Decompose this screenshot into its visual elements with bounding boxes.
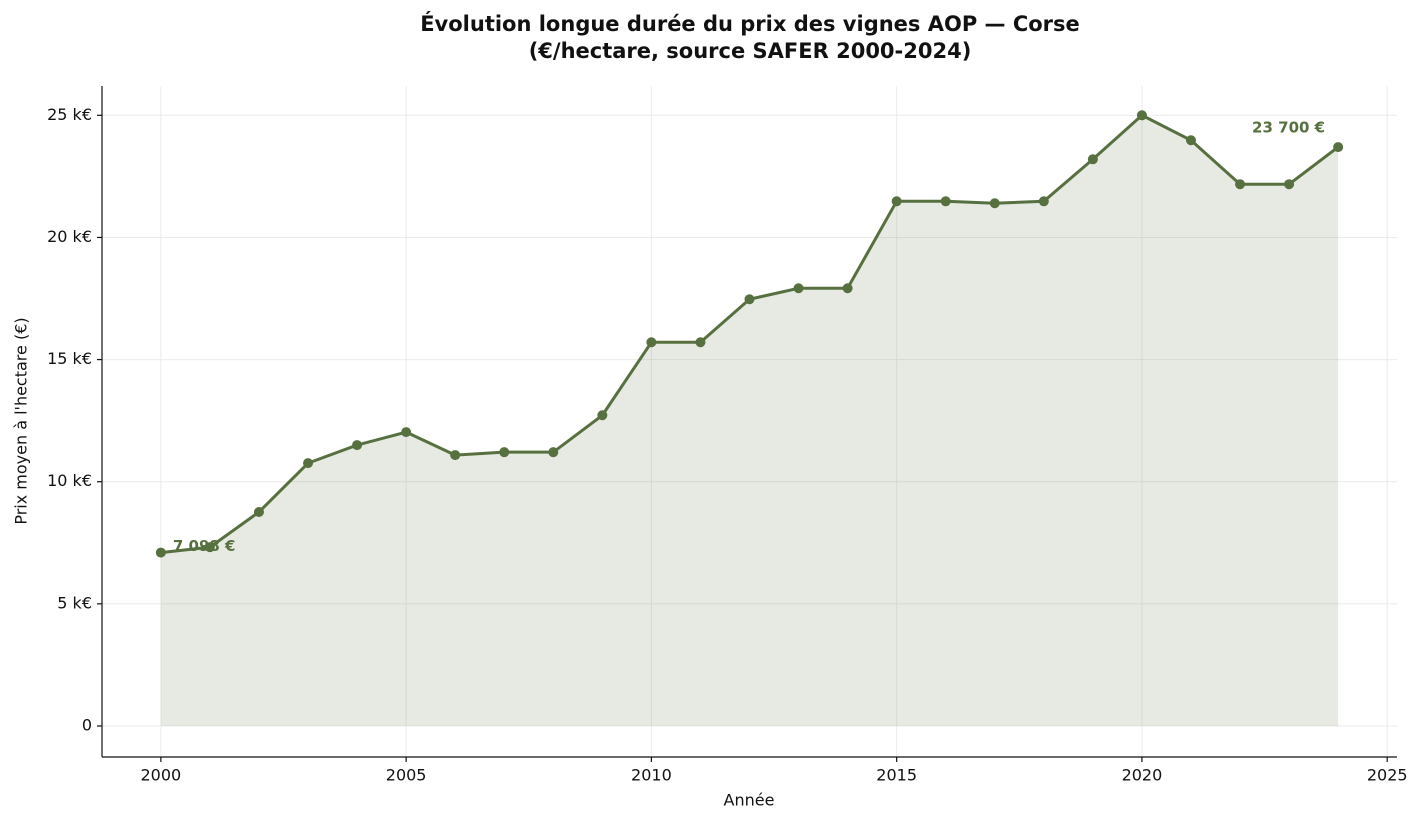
point [646, 337, 657, 348]
y-tick-label: 0 [82, 715, 92, 734]
x-tick-label: 2025 [1367, 766, 1408, 785]
point [303, 458, 314, 469]
y-tick-label: 10 k€ [47, 471, 92, 490]
point [842, 283, 853, 294]
chart-title: (€/hectare, source SAFER 2000-2024) [529, 39, 972, 63]
point [450, 450, 461, 461]
point [155, 547, 166, 558]
chart-title: Évolution longue durée du prix des vigne… [420, 11, 1080, 36]
x-tick-label: 2000 [141, 766, 182, 785]
point [1333, 142, 1344, 153]
y-tick-label: 20 k€ [47, 227, 92, 246]
point [1235, 179, 1246, 190]
x-tick-label: 2010 [631, 766, 672, 785]
x-axis-label: Année [724, 791, 775, 810]
point [1087, 154, 1098, 165]
point [253, 507, 264, 518]
point [352, 440, 363, 451]
point [401, 427, 412, 438]
y-axis-label: Prix moyen à l'hectare (€) [12, 317, 31, 524]
point [597, 410, 608, 421]
point [1284, 179, 1295, 190]
x-tick-label: 2020 [1122, 766, 1163, 785]
point [204, 542, 215, 553]
point [793, 283, 804, 294]
x-tick-label: 2015 [876, 766, 917, 785]
point [1038, 196, 1049, 207]
point [1185, 135, 1196, 146]
point [940, 196, 951, 207]
area [160, 115, 1339, 726]
point [891, 196, 902, 207]
value-label: 23 700 € [1252, 119, 1325, 137]
point [744, 294, 755, 305]
y-tick-label: 15 k€ [47, 349, 92, 368]
value-label: 7 098 € [173, 537, 236, 555]
y-tick-label: 5 k€ [57, 593, 92, 612]
point [1136, 110, 1147, 121]
point [989, 198, 1000, 209]
point [695, 337, 706, 348]
point [499, 447, 510, 458]
y-tick-label: 25 k€ [47, 105, 92, 124]
x-tick-label: 2005 [386, 766, 427, 785]
point [548, 447, 559, 458]
